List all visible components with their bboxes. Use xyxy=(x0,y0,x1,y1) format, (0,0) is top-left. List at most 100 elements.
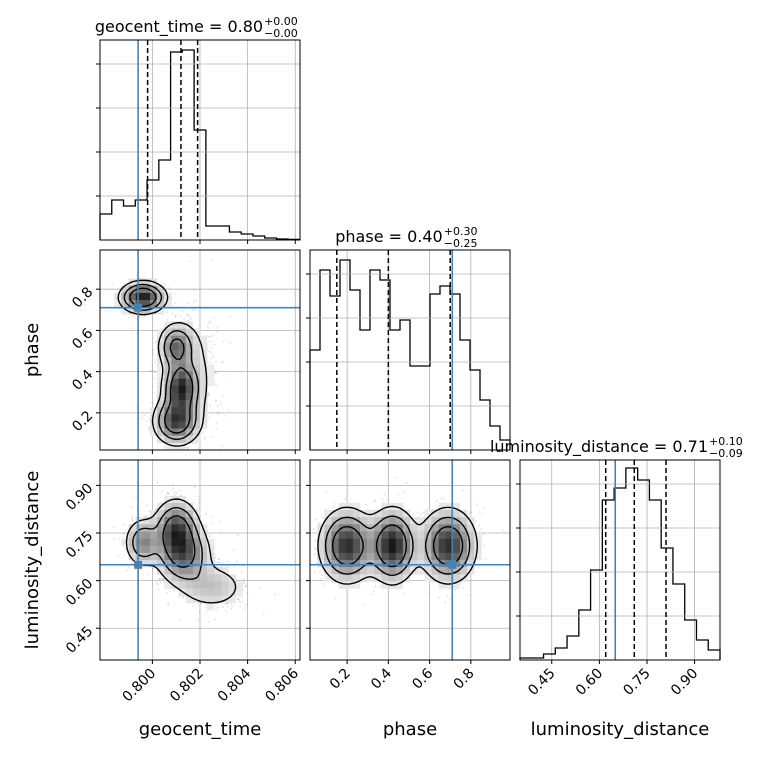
scatter-panel-geocent_time-vs-phase-density-cell xyxy=(200,371,208,379)
scatter-panel-geocent_time-vs-phase-density-cell xyxy=(164,442,172,450)
scatter-panel-geocent_time-vs-phase-density-cell xyxy=(142,278,151,286)
scatter-panel-geocent_time-vs-luminosity_distance-sample-point xyxy=(216,606,219,609)
scatter-panel-geocent_time-vs-phase-density-cell xyxy=(178,400,186,408)
scatter-panel-phase-vs-luminosity_distance-density-cell xyxy=(452,567,461,575)
scatter-panel-phase-vs-luminosity_distance-density-cell xyxy=(438,574,446,582)
scatter-panel-geocent_time-vs-luminosity_distance-density-cell xyxy=(192,524,201,532)
scatter-panel-geocent_time-vs-phase-sample-point xyxy=(213,343,216,346)
scatter-panel-geocent_time-vs-phase-sample-point xyxy=(143,414,146,416)
scatter-panel-geocent_time-vs-luminosity_distance-sample-point xyxy=(258,587,261,589)
scatter-panel-phase-vs-luminosity_distance-density-cell xyxy=(338,581,346,589)
scatter-panel-geocent_time-vs-luminosity_distance-density-cell xyxy=(221,567,229,575)
scatter-panel-phase-vs-luminosity_distance-density-cell xyxy=(445,502,454,511)
scatter-panel-phase-vs-luminosity_distance-density-cell xyxy=(360,552,368,561)
scatter-panel-phase-vs-luminosity_distance-sample-point xyxy=(332,506,335,508)
scatter-panel-phase-vs-luminosity_distance-density-cell xyxy=(452,502,461,511)
scatter-panel-phase-vs-luminosity_distance-density-cell xyxy=(467,524,475,532)
scatter-panel-phase-vs-luminosity_distance-sample-point xyxy=(402,505,405,508)
scatter-panel-geocent_time-vs-luminosity_distance-sample-point xyxy=(159,578,161,580)
scatter-panel-phase-vs-luminosity_distance-density-cell xyxy=(374,560,382,568)
scatter-panel-geocent_time-vs-luminosity_distance-density-cell xyxy=(164,574,172,582)
scatter-panel-phase-vs-luminosity_distance-density-cell xyxy=(452,524,461,532)
scatter-panel-phase-vs-luminosity_distance-density-cell xyxy=(452,560,461,568)
scatter-panel-geocent_time-vs-phase-sample-point xyxy=(146,420,149,423)
scatter-panel-phase-vs-luminosity_distance-sample-point xyxy=(417,511,419,514)
scatter-panel-geocent_time-vs-phase-sample-point xyxy=(132,327,134,330)
scatter-panel-phase-vs-luminosity_distance-density-cell xyxy=(452,552,461,561)
scatter-panel-geocent_time-vs-phase-density-cell xyxy=(200,392,208,401)
scatter-panel-geocent_time-vs-luminosity_distance-sample-point xyxy=(205,606,207,609)
scatter-panel-geocent_time-vs-luminosity_distance-sample-point xyxy=(198,498,201,501)
scatter-panel-geocent_time-vs-luminosity_distance-density-cell xyxy=(221,581,229,589)
scatter-panel-phase-vs-luminosity_distance-sample-point xyxy=(440,497,443,499)
scatter-panel-geocent_time-vs-luminosity_distance-sample-point xyxy=(131,519,134,522)
scatter-panel-geocent_time-vs-luminosity_distance-content xyxy=(100,460,300,660)
scatter-panel-geocent_time-vs-luminosity_distance-sample-point xyxy=(166,492,169,494)
scatter-panel-geocent_time-vs-phase-density-cell xyxy=(192,350,201,358)
scatter-panel-geocent_time-vs-luminosity_distance-density-cell xyxy=(185,560,194,568)
scatter-panel-geocent_time-vs-phase-density-cell xyxy=(164,300,172,308)
scatter-panel-geocent_time-vs-luminosity_distance-density-cell xyxy=(128,531,136,539)
scatter-panel-geocent_time-vs-luminosity_distance-sample-point xyxy=(171,484,174,487)
hist-panel-phase-title: phase = 0.40 xyxy=(335,227,442,246)
scatter-panel-geocent_time-vs-luminosity_distance-density-cell xyxy=(142,517,151,525)
scatter-panel-geocent_time-vs-luminosity_distance-density-cell xyxy=(192,567,201,575)
scatter-panel-phase-vs-luminosity_distance-density-cell xyxy=(431,545,439,554)
scatter-panel-phase-vs-luminosity_distance-density-cell xyxy=(388,531,396,539)
scatter-panel-geocent_time-vs-phase-density-cell xyxy=(171,342,179,351)
scatter-panel-geocent_time-vs-phase-sample-point xyxy=(183,317,185,320)
scatter-panel-phase-vs-luminosity_distance-density-cell xyxy=(338,538,346,546)
scatter-panel-geocent_time-vs-luminosity_distance-density-cell xyxy=(150,560,158,568)
scatter-panel-geocent_time-vs-phase-density-cell xyxy=(164,400,172,408)
scatter-panel-geocent_time-vs-phase-density-cell xyxy=(178,414,186,422)
scatter-panel-geocent_time-vs-luminosity_distance-density-cell xyxy=(178,517,186,525)
scatter-panel-phase-vs-luminosity_distance-density-cell xyxy=(474,538,482,546)
scatter-panel-geocent_time-vs-luminosity_distance-density-cell xyxy=(214,574,222,582)
scatter-panel-geocent_time-vs-phase-density-cell xyxy=(200,342,208,351)
scatter-panel-geocent_time-vs-phase-density-cell xyxy=(157,300,165,308)
scatter-panel-geocent_time-vs-luminosity_distance-density-cell xyxy=(171,552,179,561)
scatter-panel-geocent_time-vs-phase-sample-point xyxy=(210,347,213,350)
scatter-panel-phase-vs-luminosity_distance-density-cell xyxy=(402,531,411,539)
scatter-panel-phase-vs-luminosity_distance-density-cell xyxy=(338,567,346,575)
scatter-panel-geocent_time-vs-luminosity_distance-density-cell xyxy=(178,531,186,539)
scatter-panel-geocent_time-vs-luminosity_distance-sample-point xyxy=(156,583,159,586)
scatter-panel-geocent_time-vs-luminosity_distance-sample-point xyxy=(113,526,115,529)
scatter-panel-geocent_time-vs-luminosity_distance-density-cell xyxy=(178,581,186,589)
scatter-panel-phase-vs-luminosity_distance-density-cell xyxy=(374,531,382,539)
scatter-panel-phase-vs-luminosity_distance-density-cell xyxy=(417,538,425,546)
scatter-panel-phase-vs-luminosity_distance-sample-point xyxy=(396,476,398,479)
scatter-panel-geocent_time-vs-phase-density-cell xyxy=(164,328,172,336)
scatter-panel-phase-vs-luminosity_distance-density-cell xyxy=(452,531,461,539)
xtick-label-phase-3: 0.8 xyxy=(451,666,478,693)
scatter-panel-phase-vs-luminosity_distance-density-cell xyxy=(410,552,418,561)
scatter-panel-phase-vs-luminosity_distance-sample-point xyxy=(406,481,409,484)
scatter-panel-phase-vs-luminosity_distance-density-cell xyxy=(438,567,446,575)
scatter-panel-phase-vs-luminosity_distance-density-cell xyxy=(460,538,468,546)
scatter-panel-geocent_time-vs-luminosity_distance-density-cell xyxy=(178,552,186,561)
scatter-panel-geocent_time-vs-luminosity_distance-density-cell xyxy=(200,524,208,532)
scatter-panel-geocent_time-vs-phase-density-cell xyxy=(185,385,194,394)
scatter-panel-geocent_time-vs-luminosity_distance-sample-point xyxy=(147,573,150,575)
hist-panel-luminosity_distance-background xyxy=(520,460,720,660)
yaxis-label-luminosity_distance: luminosity_distance xyxy=(22,471,43,650)
scatter-panel-geocent_time-vs-luminosity_distance-density-cell xyxy=(200,560,208,568)
scatter-panel-phase-vs-luminosity_distance-density-cell xyxy=(395,567,404,575)
scatter-panel-geocent_time-vs-luminosity_distance-density-cell xyxy=(164,552,172,561)
scatter-panel-phase-vs-luminosity_distance-density-cell xyxy=(352,517,361,525)
scatter-panel-geocent_time-vs-luminosity_distance-density-cell xyxy=(135,524,144,532)
scatter-panel-geocent_time-vs-phase-density-cell xyxy=(178,335,186,344)
scatter-panel-phase-vs-luminosity_distance-density-cell xyxy=(367,517,375,525)
scatter-panel-geocent_time-vs-luminosity_distance-sample-point xyxy=(215,609,218,612)
scatter-panel-geocent_time-vs-phase-sample-point xyxy=(206,325,209,328)
scatter-panel-phase-vs-luminosity_distance-density-cell xyxy=(324,560,332,568)
scatter-panel-phase-vs-luminosity_distance-content xyxy=(310,460,510,660)
scatter-panel-geocent_time-vs-luminosity_distance-density-cell xyxy=(171,531,179,539)
scatter-panel-geocent_time-vs-phase-sample-point xyxy=(210,336,212,338)
scatter-panel-phase-vs-luminosity_distance-density-cell xyxy=(431,531,439,539)
scatter-panel-geocent_time-vs-luminosity_distance-density-cell xyxy=(228,588,236,596)
scatter-panel-geocent_time-vs-luminosity_distance-sample-point xyxy=(157,588,160,590)
scatter-panel-geocent_time-vs-phase-density-cell xyxy=(157,371,165,379)
scatter-panel-geocent_time-vs-luminosity_distance-density-cell xyxy=(207,538,215,546)
scatter-panel-phase-vs-luminosity_distance-density-cell xyxy=(410,538,418,546)
